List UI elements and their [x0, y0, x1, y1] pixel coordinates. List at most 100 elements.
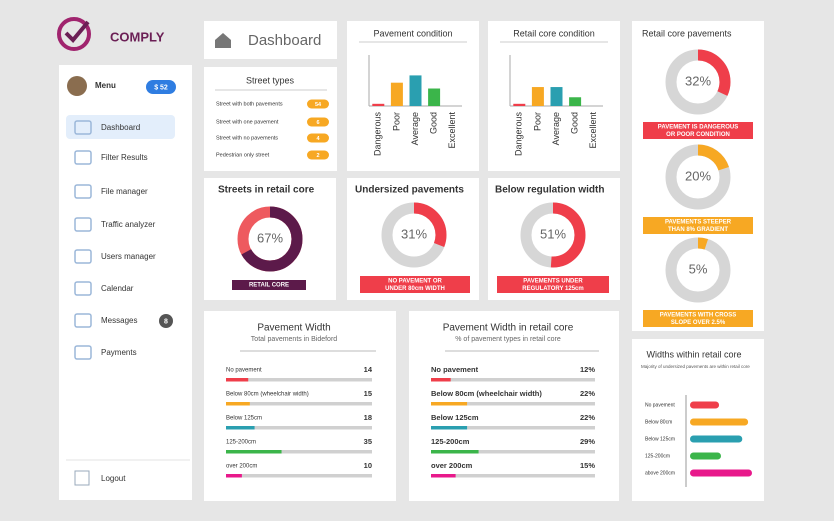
- x-tick-label: Dangerous: [373, 112, 383, 157]
- card-title: Pavement condition: [373, 28, 452, 38]
- bar: [372, 103, 385, 106]
- progress-bar: [226, 426, 255, 430]
- track: [226, 378, 372, 382]
- pill-bar: [690, 452, 721, 460]
- card-title: Retail core condition: [513, 28, 595, 38]
- menu-icon[interactable]: [74, 217, 92, 232]
- balance: $ 52: [154, 84, 168, 91]
- caption-box: [643, 217, 753, 234]
- count-pill: [307, 99, 329, 109]
- pill-bar: [690, 401, 720, 409]
- caption: PAVEMENTS STEEPER: [665, 220, 732, 226]
- progress-bar: [226, 450, 282, 454]
- donut-segment: [381, 202, 447, 268]
- menu-icon[interactable]: [74, 184, 92, 199]
- row-value: 10: [364, 461, 372, 470]
- menu-icon[interactable]: [74, 249, 92, 264]
- menu-icon[interactable]: [74, 345, 92, 360]
- row-label: over 200cm: [431, 461, 473, 470]
- card: [632, 21, 764, 331]
- card-title: Undersized pavements: [355, 185, 464, 196]
- row-label: Below 80cm (wheelchair width): [226, 392, 309, 398]
- logo-check: [64, 20, 90, 43]
- x-tick-label: Poor: [391, 112, 401, 131]
- x-tick-label: Dangerous: [514, 112, 524, 157]
- caption: OR POOR CONDITION: [666, 132, 730, 138]
- pill-bar: [690, 469, 752, 477]
- caption-box: [497, 276, 609, 293]
- donut-segment: [665, 144, 731, 210]
- menu-icon[interactable]: [74, 281, 92, 296]
- card-title: Street types: [246, 75, 295, 85]
- row-label: Below 125cm: [645, 436, 675, 442]
- logout[interactable]: Logout: [101, 474, 126, 483]
- menu-icon[interactable]: [74, 150, 92, 165]
- card-title: Pavement Width in retail core: [443, 323, 574, 334]
- caption: NO PAVEMENT OR: [388, 279, 442, 285]
- menu-icon[interactable]: [74, 313, 92, 328]
- row-label: No pavement: [645, 402, 675, 408]
- menu-item[interactable]: File manager: [101, 187, 148, 196]
- home-icon[interactable]: [215, 33, 231, 48]
- page-title: Dashboard: [248, 32, 321, 49]
- street-count: 4: [316, 136, 320, 142]
- progress-bar: [226, 378, 249, 382]
- count-pill: [307, 150, 329, 160]
- bar: [409, 75, 422, 106]
- x-tick-label: Poor: [532, 112, 542, 131]
- card: [204, 178, 336, 300]
- menu-item[interactable]: Payments: [101, 348, 137, 357]
- balance-badge: [146, 80, 176, 94]
- menu-label: Menu: [95, 81, 116, 90]
- caption: SLOPE OVER 2.5%: [671, 320, 726, 326]
- street-type: Pedestrian only street: [216, 152, 270, 158]
- row-value: 29%: [580, 437, 595, 446]
- avatar[interactable]: [67, 76, 87, 96]
- menu-item[interactable]: Users manager: [101, 252, 156, 261]
- menu-item[interactable]: Messages: [101, 316, 137, 325]
- logout-icon[interactable]: [74, 470, 90, 486]
- row-label: 125-200cm: [226, 440, 256, 446]
- progress-bar: [431, 474, 456, 478]
- badge: [159, 314, 173, 328]
- donut-segment: [665, 237, 731, 303]
- caption-box: [643, 122, 753, 139]
- x-tick-label: Good: [428, 112, 438, 134]
- bar: [428, 88, 441, 106]
- street-type: Street with no pavements: [216, 135, 278, 141]
- card-title: Pavement Width: [257, 323, 330, 334]
- count-pill: [307, 133, 329, 143]
- progress-bar: [431, 426, 468, 430]
- caption: UNDER 80cm WIDTH: [385, 286, 445, 292]
- row-value: 14: [364, 365, 373, 374]
- card: [204, 311, 396, 501]
- progress-bar: [431, 450, 479, 454]
- donut-label: 20%: [685, 168, 711, 183]
- menu-item[interactable]: Calendar: [101, 284, 134, 293]
- menu-item[interactable]: Traffic analyzer: [101, 220, 156, 229]
- row-label: No pavement: [226, 368, 262, 374]
- progress-bar: [431, 378, 451, 382]
- row-label: over 200cm: [226, 464, 257, 470]
- menu-item[interactable]: Dashboard: [101, 123, 140, 132]
- card-title: Below regulation width: [495, 185, 604, 196]
- card: [409, 311, 619, 501]
- track: [226, 450, 372, 454]
- x-tick-label: Excellent: [588, 112, 598, 149]
- row-label: Below 125cm: [226, 416, 262, 422]
- row-value: 15%: [580, 461, 595, 470]
- row-value: 15: [364, 389, 372, 398]
- bar: [531, 87, 544, 106]
- brand: COMPLY: [110, 29, 165, 44]
- card-subtitle: % of pavement types in retail core: [455, 336, 561, 343]
- row-value: 12%: [580, 365, 595, 374]
- caption: REGULATORY 125cm: [522, 286, 583, 292]
- menu-icon[interactable]: [74, 120, 92, 135]
- bar: [569, 97, 582, 106]
- menu-item[interactable]: Filter Results: [101, 153, 148, 162]
- row-label: 125-200cm: [645, 453, 670, 459]
- card-title: Streets in retail core: [218, 185, 315, 196]
- card-title: Retail core pavements: [642, 28, 732, 38]
- donut-label: 32%: [685, 73, 711, 88]
- row-label: Below 125cm: [431, 413, 479, 422]
